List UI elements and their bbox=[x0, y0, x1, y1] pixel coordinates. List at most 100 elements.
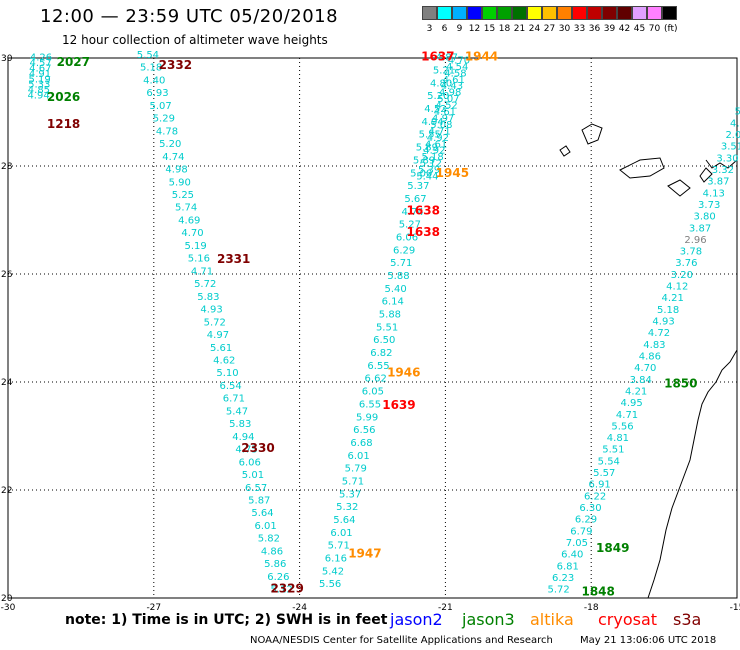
swh-value: 6.14 bbox=[382, 297, 404, 308]
swh-value: 5.72 bbox=[194, 279, 216, 290]
scale-label: 15 bbox=[483, 24, 496, 34]
legend-jason2: jason2 bbox=[390, 610, 443, 629]
swh-value: 3.51 bbox=[721, 142, 740, 153]
swh-value: 5.71 bbox=[390, 258, 412, 269]
scale-swatch bbox=[497, 6, 512, 20]
swh-value: 4.97 bbox=[432, 113, 454, 124]
swh-value: 5.07 bbox=[150, 101, 172, 112]
latitude-tick-label: 22 bbox=[1, 486, 12, 496]
swh-value: 6.30 bbox=[579, 503, 601, 514]
swh-value: 5.90 bbox=[169, 177, 191, 188]
scale-swatch bbox=[632, 6, 647, 20]
scale-swatch bbox=[662, 6, 677, 20]
scale-swatch bbox=[602, 6, 617, 20]
swh-value: 4.21 bbox=[625, 386, 647, 397]
footer-note: note: 1) Time is in UTC; 2) SWH is in fe… bbox=[65, 612, 388, 628]
swh-value: 5.57 bbox=[593, 468, 615, 479]
swh-value: 4.97 bbox=[207, 330, 229, 341]
swh-value: 5.08 bbox=[430, 120, 452, 131]
legend-altika: altika bbox=[530, 610, 574, 629]
swh-value: 5.99 bbox=[356, 412, 378, 423]
swh-value: 5.89 bbox=[416, 143, 438, 154]
swh-value: 4.12 bbox=[666, 282, 688, 293]
pass-time-label: 1639 bbox=[382, 398, 415, 412]
swh-value: 4.74 bbox=[162, 152, 184, 163]
longitude-tick-label: -18 bbox=[584, 603, 599, 613]
morocco-coastline bbox=[705, 159, 738, 169]
longitude-tick-label: -15 bbox=[730, 603, 740, 613]
swh-value: 4.72 bbox=[648, 328, 670, 339]
pass-time-label: 1947 bbox=[348, 547, 381, 561]
latitude-tick-label: 30 bbox=[1, 54, 13, 64]
swh-value: 6.22 bbox=[584, 491, 606, 502]
swh-value: 5.10 bbox=[216, 368, 238, 379]
swh-value: 6.81 bbox=[557, 561, 579, 572]
pass-time-label: 2330 bbox=[241, 441, 274, 455]
swh-value: 4.13 bbox=[703, 188, 725, 199]
swh-value: 5.61 bbox=[210, 343, 232, 354]
pass-time-label: 1848 bbox=[581, 584, 614, 598]
swh-value: 6.91 bbox=[589, 480, 611, 491]
swh-value: 5.86 bbox=[264, 559, 286, 570]
swh-value: 6.54 bbox=[220, 381, 242, 392]
swh-value: 5.44 bbox=[416, 172, 438, 183]
swh-value: 6.05 bbox=[362, 387, 384, 398]
scale-swatch bbox=[452, 6, 467, 20]
africa-coastline bbox=[647, 349, 738, 599]
swh-value: 5.39 bbox=[418, 165, 440, 176]
legend-jason3: jason3 bbox=[462, 610, 515, 629]
latitude-tick-label: 28 bbox=[1, 162, 13, 172]
scale-label: 39 bbox=[603, 24, 616, 34]
swh-value: 6.56 bbox=[353, 425, 375, 436]
swh-value: 5.88 bbox=[379, 310, 401, 321]
swh-value: 5.51 bbox=[376, 322, 398, 333]
swh-value: 6.01 bbox=[347, 451, 369, 462]
swh-value: 3.32 bbox=[712, 165, 734, 176]
scale-swatch bbox=[617, 6, 632, 20]
legend-s3a: s3a bbox=[673, 610, 702, 629]
longitude-tick-label: -24 bbox=[292, 603, 307, 613]
scale-swatch bbox=[557, 6, 572, 20]
color-scale-swatches bbox=[422, 6, 678, 20]
page-title: 12:00 — 23:59 UTC 05/20/2018 bbox=[40, 6, 339, 27]
swh-value: 4.74 bbox=[402, 207, 424, 218]
swh-value: 5.51 bbox=[602, 445, 624, 456]
latitude-tick-label: 24 bbox=[1, 378, 13, 388]
swh-value: 5.47 bbox=[226, 406, 248, 417]
swh-value: 4.57 bbox=[30, 58, 52, 69]
pass-time-label: 2027 bbox=[57, 55, 90, 69]
swh-value: 4.93 bbox=[200, 305, 222, 316]
pass-time-label: 1945 bbox=[436, 166, 469, 180]
swh-value: 6.29 bbox=[575, 515, 597, 526]
swh-value: 4.92 bbox=[427, 133, 449, 144]
swh-value: 5.37 bbox=[339, 489, 361, 500]
swh-value: 6.79 bbox=[570, 526, 592, 537]
swh-value: 4.81 bbox=[607, 433, 629, 444]
map-frame bbox=[7, 57, 738, 599]
swh-value: 4.92 bbox=[423, 146, 445, 157]
swh-value: 7.05 bbox=[566, 538, 588, 549]
swh-value: 5.40 bbox=[384, 284, 406, 295]
scale-swatch bbox=[512, 6, 527, 20]
swh-value: 2.96 bbox=[684, 235, 706, 246]
scale-label: 9 bbox=[456, 24, 463, 34]
swh-value: 3.76 bbox=[675, 258, 697, 269]
scale-label: 24 bbox=[528, 24, 541, 34]
swh-value: 4.70 bbox=[181, 228, 203, 239]
swh-value: 4.95 bbox=[620, 398, 642, 409]
swh-value: 5.00 bbox=[410, 168, 432, 179]
swh-value: 5.37 bbox=[407, 181, 429, 192]
generated-timestamp: May 21 13:06:06 UTC 2018 bbox=[580, 635, 717, 646]
swh-value: 3.84 bbox=[630, 375, 652, 386]
swh-value: 5.18 bbox=[422, 152, 444, 163]
swh-value: 6.93 bbox=[146, 88, 168, 99]
latitude-tick-label: 26 bbox=[1, 270, 13, 280]
scale-swatch bbox=[647, 6, 662, 20]
pass-time-label: 2026 bbox=[47, 90, 80, 104]
swh-value: 6.50 bbox=[373, 335, 395, 346]
pass-time-label: 1218 bbox=[47, 117, 80, 131]
longitude-tick-label: -30 bbox=[1, 603, 16, 613]
swh-value: 4.86 bbox=[261, 546, 283, 557]
swh-value: 6.82 bbox=[370, 348, 392, 359]
